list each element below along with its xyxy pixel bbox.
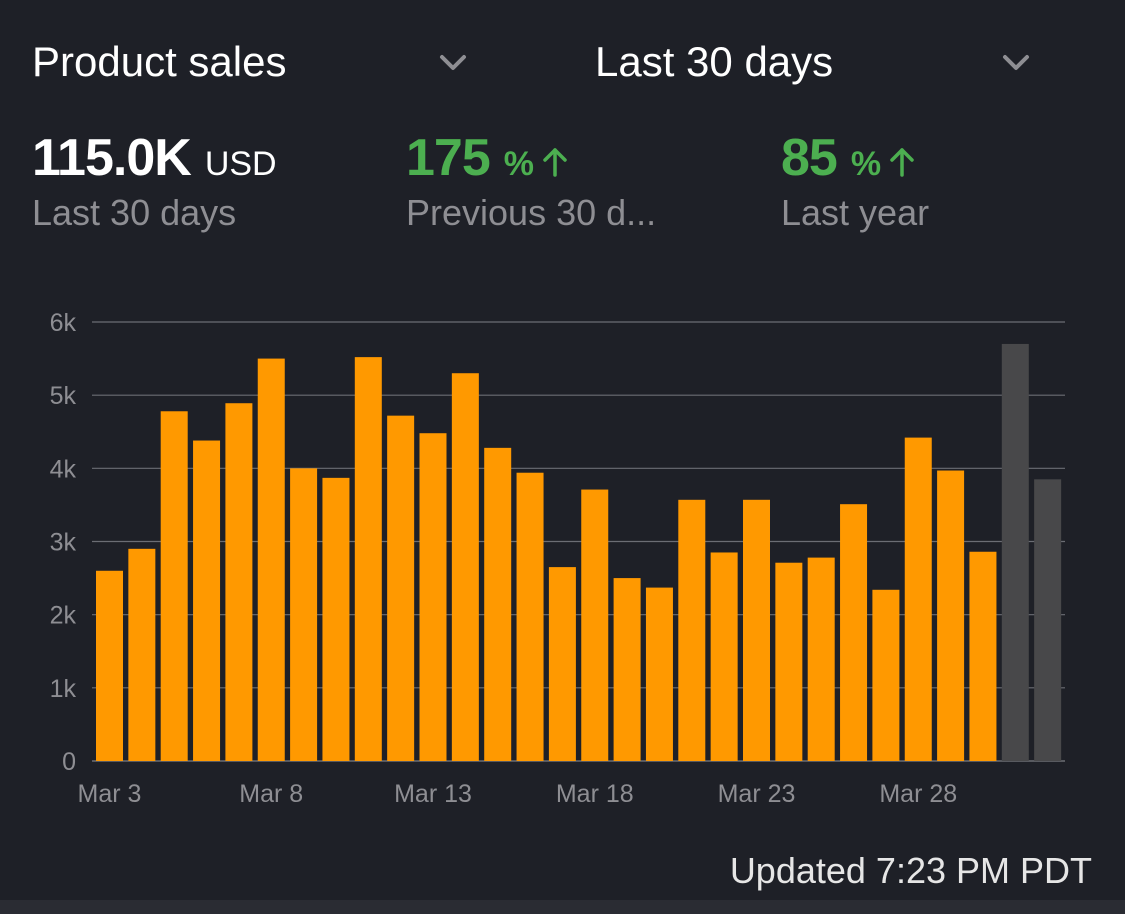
total-sales-stat: 115.0K USD Last 30 days	[32, 128, 277, 234]
total-sales-value: 115.0K	[32, 129, 192, 187]
bar	[904, 437, 932, 761]
date-range-dropdown[interactable]: Last 30 days	[595, 32, 1035, 92]
chevron-down-icon	[999, 46, 1033, 85]
bar	[969, 551, 997, 761]
bar	[96, 570, 123, 761]
bar	[678, 499, 706, 761]
x-tick-label: Mar 13	[394, 780, 472, 808]
y-tick-label: 4k	[50, 455, 77, 483]
bar	[387, 415, 415, 761]
metric-dropdown-label: Product sales	[32, 38, 287, 85]
x-tick-label: Mar 3	[78, 780, 142, 808]
bar	[937, 470, 965, 761]
bar	[193, 440, 221, 761]
bar	[872, 589, 900, 761]
metric-dropdown[interactable]: Product sales	[32, 32, 472, 92]
x-tick-label: Mar 23	[718, 780, 796, 808]
bar	[354, 357, 382, 761]
bar	[807, 557, 835, 761]
bar	[840, 504, 868, 761]
bar	[322, 477, 350, 761]
y-tick-label: 0	[62, 748, 76, 776]
bar	[451, 373, 479, 761]
y-tick-label: 1k	[50, 675, 77, 703]
bottom-divider	[0, 900, 1125, 914]
arrow-up-icon	[540, 146, 570, 183]
bar	[775, 562, 803, 761]
bar	[516, 472, 544, 761]
chevron-down-icon	[436, 46, 470, 85]
x-tick-label: Mar 18	[556, 780, 634, 808]
forecast-bar	[1034, 479, 1062, 761]
previous-period-caption: Previous 30 d...	[406, 192, 657, 233]
arrow-up-icon	[887, 146, 917, 183]
last-year-caption: Last year	[781, 192, 930, 233]
updated-timestamp: Updated 7:23 PM PDT	[729, 850, 1092, 891]
y-tick-label: 5k	[50, 382, 77, 410]
bar	[613, 578, 641, 761]
sales-bar-chart: 0 1k 2k 3k 4k 5k 6k Mar 3 Mar 8 Mar 13 Mar 18 Mar 2…	[50, 309, 1065, 808]
bar	[710, 552, 738, 761]
bar	[419, 433, 447, 761]
bar	[484, 447, 512, 761]
y-tick-label: 6k	[50, 309, 77, 337]
forecast-bar	[1001, 343, 1029, 761]
total-sales-caption: Last 30 days	[32, 192, 237, 233]
last-year-unit: %	[850, 145, 882, 183]
previous-period-value: 175	[406, 129, 491, 187]
bar	[257, 358, 285, 761]
bar	[160, 411, 188, 761]
x-tick-label: Mar 28	[879, 780, 957, 808]
bar	[128, 548, 156, 761]
bar	[581, 489, 609, 761]
date-range-dropdown-label: Last 30 days	[595, 38, 834, 85]
previous-period-unit: %	[503, 145, 534, 183]
previous-period-stat: 175 % Previous 30 d...	[406, 128, 656, 234]
total-sales-unit: USD	[204, 145, 277, 183]
last-year-value: 85	[781, 129, 838, 187]
x-tick-label: Mar 8	[239, 780, 303, 808]
bar	[225, 403, 253, 761]
y-tick-label: 3k	[50, 529, 77, 557]
bar	[645, 587, 673, 761]
last-year-stat: 85 % Last year	[781, 128, 929, 234]
y-tick-label: 2k	[50, 602, 77, 630]
bar	[548, 567, 576, 761]
bar	[743, 499, 770, 761]
bar	[290, 468, 318, 761]
